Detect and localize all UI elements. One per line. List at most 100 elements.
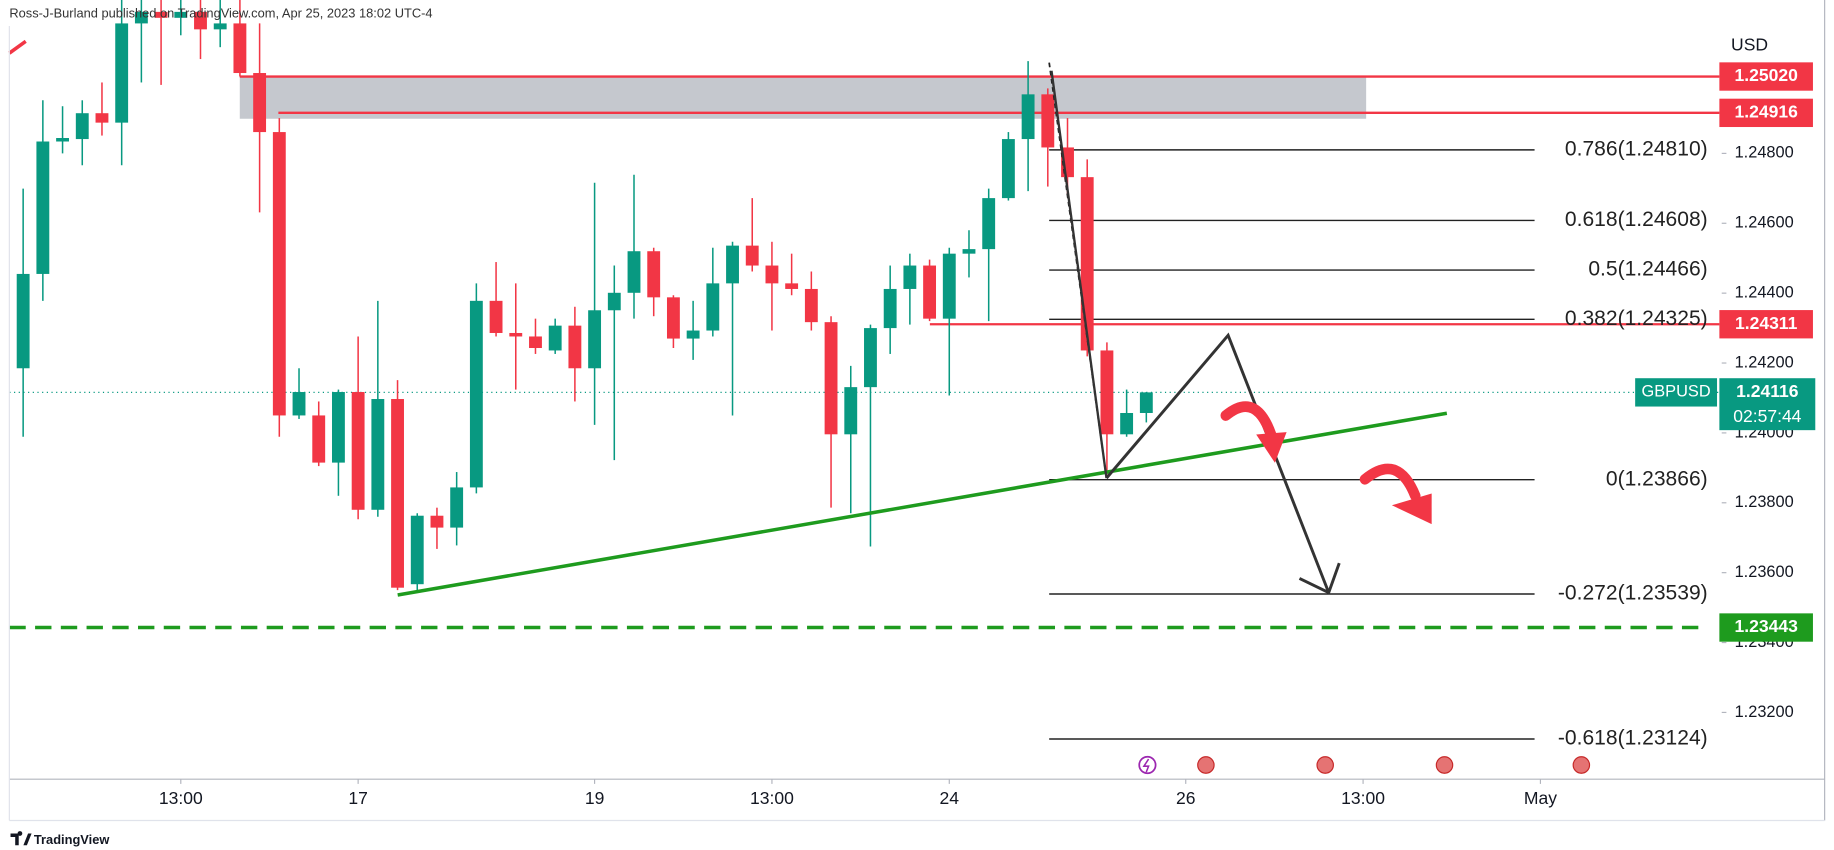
candle-body <box>351 392 365 510</box>
candle-body <box>1080 177 1094 351</box>
x-tick-label: 19 <box>585 788 605 808</box>
logo-mark <box>10 831 32 846</box>
countdown: 02:57:44 <box>1733 406 1801 426</box>
y-tick-label: 1.23600 <box>1735 563 1794 581</box>
x-tick-label: 13:00 <box>1341 788 1385 808</box>
base-layer <box>9 75 1727 784</box>
candle-body <box>16 273 30 369</box>
candle-body <box>706 283 720 331</box>
candle-body <box>548 325 562 351</box>
fib-label: 0.786(1.24810) <box>1565 137 1708 160</box>
y-tick-label: 1.23200 <box>1735 703 1794 721</box>
x-tick-label: May <box>1524 788 1557 808</box>
fib-label: 0(1.23866) <box>1606 467 1708 490</box>
y-tick-label: 1.23800 <box>1735 493 1794 511</box>
candle-body <box>1001 139 1015 199</box>
candle-body <box>174 11 188 18</box>
candle-body <box>529 336 542 349</box>
drop-line <box>1050 70 1108 479</box>
symbol-label: GBPUSD <box>1642 383 1711 401</box>
candle-body <box>36 141 50 274</box>
drawings <box>397 62 1448 597</box>
trend-line <box>397 411 1448 597</box>
candle-body <box>1021 94 1035 140</box>
last-price-label: 1.24116 <box>1736 381 1799 401</box>
label-layer: 1.248001.246001.244001.242001.240001.238… <box>159 62 1816 808</box>
candle-body <box>647 251 661 298</box>
candle-body <box>154 11 168 18</box>
projection-arrowhead <box>1298 562 1341 595</box>
event-icon <box>1138 755 1157 775</box>
brand: TradingView <box>34 832 110 847</box>
event-icon <box>1197 756 1215 774</box>
candle-body <box>253 73 267 133</box>
fib-label: 0.382(1.24325) <box>1565 307 1708 330</box>
red-arrow-head <box>1391 493 1432 525</box>
candle-body <box>115 23 129 123</box>
candle-body <box>785 283 799 289</box>
candle-body <box>1120 412 1134 435</box>
candle-body <box>371 399 385 510</box>
candle-body <box>864 328 877 388</box>
price-level-box <box>1719 310 1813 339</box>
candle-body <box>134 11 148 24</box>
candle-body <box>607 292 621 311</box>
last-price-box <box>1719 378 1816 431</box>
candle-layer <box>16 0 1153 591</box>
event-icon <box>1142 758 1150 773</box>
candle-body <box>942 253 956 319</box>
candle-body <box>194 11 207 30</box>
fib-label: -0.272(1.23539) <box>1558 582 1708 605</box>
fib-label: 0.5(1.24466) <box>1588 258 1707 281</box>
candle-body <box>804 288 818 323</box>
candle-body <box>75 113 89 140</box>
x-tick-label: 13:00 <box>750 788 794 808</box>
x-tick-label: 24 <box>940 788 960 808</box>
symbol-box <box>1635 378 1718 407</box>
candle-body <box>233 23 247 74</box>
candle-body <box>765 265 779 284</box>
event-icon <box>1572 756 1591 774</box>
x-tick-label: 17 <box>348 788 368 808</box>
x-tick-label: 26 <box>1176 788 1196 808</box>
price-level-label: 1.25020 <box>1734 65 1798 85</box>
candle-body <box>292 392 306 416</box>
fib-label: 0.618(1.24608) <box>1565 208 1708 231</box>
red-arrow-head <box>1256 432 1287 463</box>
candle-body <box>272 132 286 416</box>
candle-body <box>982 198 996 250</box>
candle-body <box>666 297 680 339</box>
price-level-label: 1.24916 <box>1734 101 1798 121</box>
price-level-box <box>1719 613 1813 642</box>
y-tick-label: 1.24800 <box>1735 144 1794 162</box>
logo <box>10 831 32 846</box>
price-level-label: 1.24311 <box>1735 313 1798 333</box>
candle-body <box>1139 392 1153 413</box>
price-level-box <box>1719 62 1813 91</box>
y-tick-label: 1.24600 <box>1735 214 1794 232</box>
candle-body <box>1041 94 1055 148</box>
candle-body <box>509 332 523 337</box>
currency: USD <box>1731 35 1768 55</box>
candle-body <box>1100 350 1114 435</box>
header: Ross-J-Burland published on TradingView.… <box>9 6 432 21</box>
candle-body <box>489 300 503 333</box>
candle-body <box>824 322 838 435</box>
candle-body <box>883 288 897 329</box>
candle-body <box>903 265 917 289</box>
level-fragment <box>8 39 27 55</box>
price-level-box <box>1719 98 1813 128</box>
candle-body <box>745 245 759 266</box>
candle-body <box>213 23 227 30</box>
candle-body <box>430 515 444 528</box>
candle-body <box>450 487 464 528</box>
event-icon <box>1435 756 1454 774</box>
candle-body <box>331 392 345 463</box>
candle-body <box>726 245 739 284</box>
events <box>1138 755 1591 775</box>
candle-body <box>686 330 700 339</box>
fib-label: -0.618(1.23124) <box>1558 727 1708 750</box>
red-arrow <box>1220 401 1278 445</box>
candle-body <box>56 138 69 142</box>
